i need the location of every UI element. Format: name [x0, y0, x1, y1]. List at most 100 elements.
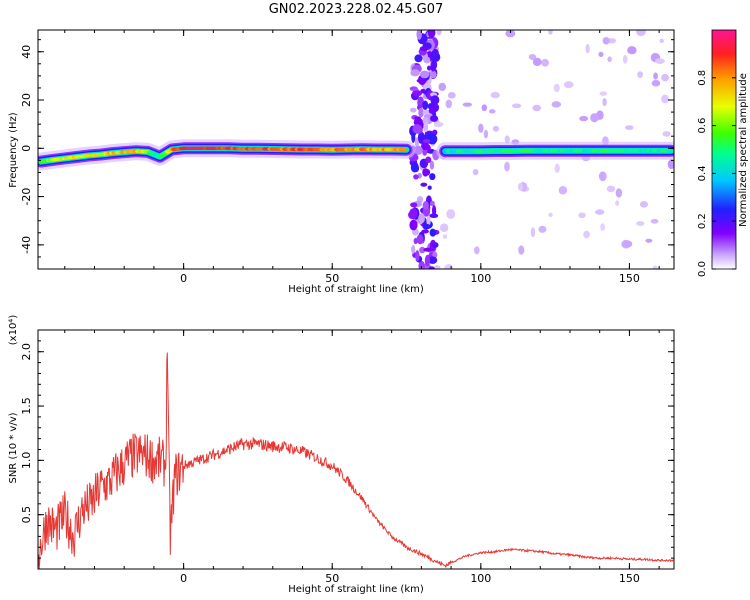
heatmap-speckle — [602, 36, 610, 45]
heatmap-speckle — [607, 56, 612, 63]
heatmap-band-cell — [422, 100, 429, 110]
heatmap-speckle — [639, 201, 649, 208]
snr-xlabel: Height of straight line (km) — [288, 584, 424, 595]
heatmap-speckle — [662, 131, 671, 137]
heatmap-speckle — [598, 51, 604, 58]
heatmap-band-cell — [430, 115, 439, 122]
heatmap-band-cell — [414, 54, 423, 63]
y-tick-label: 1.0 — [20, 452, 33, 470]
heatmap-speckle — [548, 30, 553, 35]
heatmap-band-cell — [409, 219, 418, 231]
heatmap-speckle — [615, 200, 620, 206]
y-tick-label: 20 — [20, 93, 33, 107]
heatmap-speckle — [473, 246, 480, 255]
heatmap-band-cell — [429, 228, 437, 237]
snr-multiplier: (x10⁴) — [8, 315, 19, 346]
heatmap-band-cell — [419, 46, 429, 52]
heatmap-speckle — [655, 58, 665, 64]
heatmap-speckle — [442, 234, 448, 239]
heatmap-speckle — [558, 186, 568, 195]
heatmap-speckle — [511, 103, 522, 109]
heatmap-band-cell — [427, 30, 436, 38]
heatmap-band-cell — [426, 65, 432, 71]
heatmap-band-cell — [411, 131, 416, 143]
heatmap-speckle — [447, 92, 456, 99]
colorbar: 0.0 0.2 0.4 0.6 0.8 Normalized spectral ampl… — [697, 29, 749, 277]
x-tick-label: 0 — [180, 272, 187, 285]
heatmap-speckle — [637, 71, 644, 78]
heatmap-speckle — [504, 135, 510, 144]
heatmap-band-cell — [410, 161, 419, 173]
y-tick-label: -20 — [20, 188, 33, 206]
heatmap-band-cell — [431, 48, 439, 58]
colorbar-tick-label: 0.0 — [697, 261, 708, 277]
heatmap-band-cell — [429, 106, 436, 115]
colorbar-tick-label: 0.4 — [697, 165, 708, 181]
heatmap-speckle — [606, 185, 616, 193]
heatmap-speckle — [563, 81, 574, 89]
heatmap-speckle — [600, 223, 605, 232]
x-tick-label: 0 — [180, 572, 187, 585]
heatmap-speckle — [481, 104, 488, 112]
snr-series-line — [38, 352, 674, 569]
heatmap-speckle — [554, 163, 560, 174]
heatmap-band-cell — [415, 250, 420, 262]
heatmap-band-cell — [422, 139, 431, 144]
x-tick-label: 100 — [470, 572, 491, 585]
heatmap-speckle — [653, 72, 658, 80]
heatmap-band-cell — [430, 200, 435, 207]
heatmap-band-cell — [427, 185, 432, 190]
heatmap-band-cell — [426, 216, 431, 226]
heatmap-band-cell — [431, 60, 438, 70]
heatmap-band-cell — [418, 260, 425, 269]
y-tick-label: 1.5 — [20, 397, 33, 415]
heatmap-speckle — [446, 209, 456, 219]
heatmap-speckle — [583, 230, 590, 239]
heatmap-band-cell — [416, 30, 423, 40]
heatmap-speckle — [595, 209, 605, 215]
y-tick-label: 0.5 — [20, 506, 33, 524]
heatmap-speckle — [439, 223, 449, 232]
heatmap-speckle — [661, 73, 670, 82]
heatmap-speckle — [667, 159, 674, 170]
spectrogram-panel: 0 50 100 150 40 20 0 -20 -40 Height of straight … — [8, 29, 675, 295]
heatmap-speckle — [504, 161, 510, 172]
heatmap-band-cell — [420, 182, 428, 187]
heatmap-speckle — [615, 188, 623, 198]
heatmap-band-cell — [410, 69, 420, 77]
heatmap-band-cell — [422, 201, 429, 210]
heatmap-band-cell — [414, 145, 423, 155]
heatmap-speckle — [579, 115, 589, 122]
snr-ylabel: SNR (10 * v/v) — [8, 412, 19, 483]
heatmap-band-cell — [410, 202, 418, 208]
heatmap-band-cell — [420, 88, 426, 94]
spectrogram-xlabel: Height of straight line (km) — [288, 284, 424, 295]
heatmap-band-cell — [422, 223, 431, 230]
heatmap-speckle — [505, 30, 516, 38]
heatmap-speckle — [433, 121, 444, 127]
heatmap-band-cell — [421, 229, 429, 234]
heatmap-speckle — [551, 101, 562, 108]
heatmap-speckle — [438, 82, 447, 92]
heatmap-speckle — [472, 168, 479, 176]
heatmap-speckle — [645, 238, 653, 243]
heatmap-speckle — [532, 104, 542, 112]
heatmap-speckle — [636, 30, 646, 37]
x-tick-label: 150 — [619, 272, 640, 285]
x-tick-label: 50 — [325, 572, 339, 585]
snr-panel: 0 50 100 150 0.5 1.0 1.5 2.0 Height of straight… — [8, 315, 675, 595]
heatmap-band-cell — [429, 70, 437, 79]
heatmap-speckle — [478, 123, 484, 133]
heatmap-band-cell — [425, 156, 432, 164]
heatmap-band-cell — [411, 245, 416, 254]
heatmap-speckle — [436, 30, 442, 36]
heatmap-speckle — [532, 57, 542, 67]
heatmap-speckle — [622, 240, 633, 248]
heatmap-band-cell — [421, 142, 429, 151]
heatmap-speckle — [650, 218, 659, 224]
heatmap-speckle — [553, 83, 560, 93]
heatmap-band-cell — [422, 168, 429, 177]
spectrogram-ylabel: Frequency (Hz) — [8, 112, 19, 188]
heatmap-speckle — [651, 79, 661, 87]
x-tick-label: 150 — [619, 572, 640, 585]
